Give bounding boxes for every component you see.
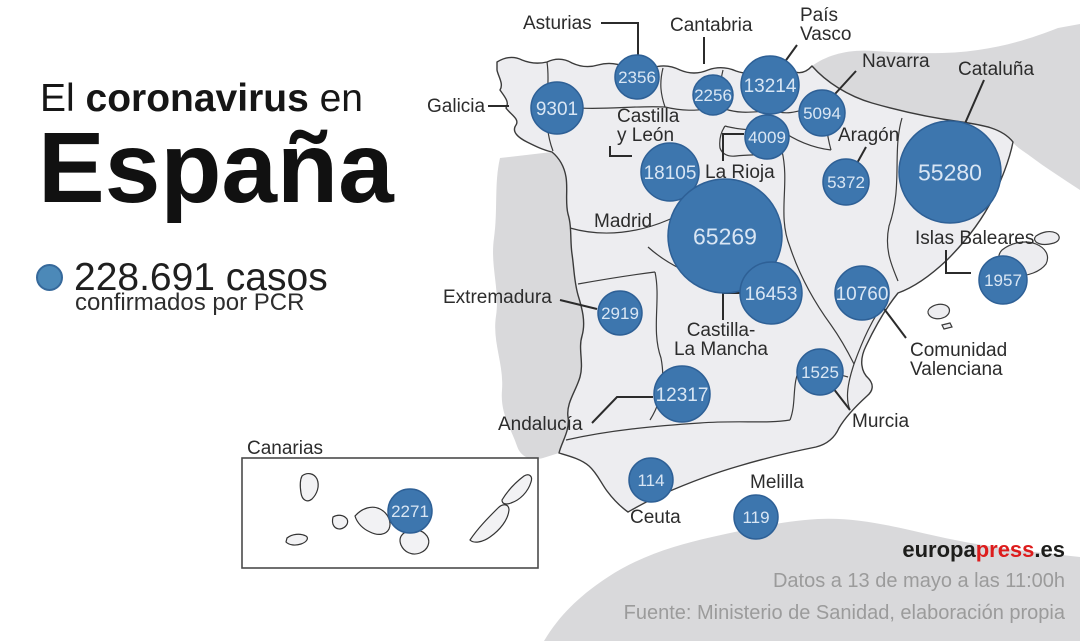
- bubble-value-islas-baleares: 1957: [984, 271, 1022, 290]
- bubble-ceuta: [628, 457, 674, 503]
- bubble-value-murcia: 1525: [801, 363, 839, 382]
- bubble-value-aragon: 5372: [827, 173, 865, 192]
- region-label-canarias: Canarias: [247, 438, 323, 459]
- bubble-value-ceuta: 114: [637, 471, 664, 490]
- bubble-value-cataluna: 55280: [918, 159, 982, 185]
- bubble-value-la-rioja: 4009: [748, 128, 786, 147]
- africa-shape: [544, 518, 1080, 641]
- title-bold: coronavirus: [85, 77, 309, 120]
- bubble-value-comunidad-valenciana: 10760: [836, 284, 889, 305]
- region-label-comunidad-valenciana: Valenciana: [910, 359, 1003, 380]
- page-title-line2: España: [38, 112, 394, 224]
- region-label-extremadura: Extremadura: [443, 287, 552, 308]
- region-label-castilla-la-mancha: La Mancha: [674, 339, 768, 360]
- bubble-castilla-y-leon: [640, 142, 700, 202]
- cases-dot-icon: [36, 264, 63, 291]
- brand-part-1: europa: [902, 537, 976, 562]
- region-label-navarra: Navarra: [862, 51, 930, 72]
- bubble-castilla-la-mancha: [739, 261, 803, 325]
- connector-murcia: [832, 387, 851, 411]
- region-label-galicia: Galicia: [427, 96, 486, 117]
- connector-asturias: [601, 22, 639, 55]
- connector-castilla-y-leon: [609, 146, 632, 157]
- legend: 228.691 casos: [36, 258, 328, 297]
- bubble-value-castilla-la-mancha: 16453: [745, 284, 798, 305]
- brand-part-3: .es: [1034, 537, 1065, 562]
- bubble-islas-baleares: [978, 255, 1028, 305]
- total-cases: 228.691 casos: [74, 256, 328, 299]
- title-regular1: El: [40, 77, 86, 120]
- canary-islands: [285, 473, 533, 555]
- connector-islas-baleares: [945, 250, 971, 274]
- bubble-galicia: [530, 81, 584, 135]
- bubble-cataluna: [898, 120, 1002, 224]
- bubble-asturias: [614, 54, 660, 100]
- region-label-comunidad-valenciana: Comunidad: [910, 340, 1007, 361]
- bubble-value-madrid: 65269: [693, 223, 757, 249]
- bubble-aragon: [822, 158, 870, 206]
- bubble-value-asturias: 2356: [618, 68, 656, 87]
- region-label-cantabria: Cantabria: [670, 15, 753, 36]
- bubble-navarra: [798, 89, 846, 137]
- region-label-ceuta: Ceuta: [630, 507, 681, 528]
- data-date-note: Datos a 13 de mayo a las 11:00h: [772, 570, 1065, 592]
- bubble-value-canarias: 2271: [391, 502, 429, 521]
- connector-pais-vasco: [783, 44, 798, 64]
- region-label-la-rioja: La Rioja: [705, 162, 775, 183]
- region-label-andalucia: Andalucía: [498, 414, 583, 435]
- bubble-value-melilla: 119: [742, 508, 769, 527]
- connector-andalucia: [591, 396, 653, 424]
- bubble-value-galicia: 9301: [536, 99, 578, 120]
- region-label-pais-vasco: País: [800, 5, 838, 26]
- region-label-castilla-la-mancha: Castilla-: [687, 320, 756, 341]
- bubble-madrid: [667, 178, 783, 294]
- bubble-value-castilla-y-leon: 18105: [644, 163, 697, 184]
- bubble-extremadura: [597, 290, 643, 336]
- region-label-melilla: Melilla: [750, 472, 804, 493]
- data-overlay: 9301 2356 2256 13214 5094 4009 18105 5372 55280 6…: [247, 5, 1034, 540]
- region-label-pais-vasco: Vasco: [800, 24, 851, 45]
- region-label-aragon: Aragón: [838, 125, 899, 146]
- region-label-murcia: Murcia: [852, 411, 909, 432]
- connector-navarra: [834, 70, 857, 95]
- source-note: Fuente: Ministerio de Sanidad, elaboraci…: [623, 602, 1065, 624]
- bubble-canarias: [387, 488, 433, 534]
- bubble-la-rioja: [744, 114, 790, 160]
- connector-la-rioja: [722, 133, 744, 161]
- bubble-value-extremadura: 2919: [601, 304, 639, 323]
- connector-comunidad-valenciana: [881, 305, 907, 339]
- region-label-castilla-y-leon: y León: [617, 125, 674, 146]
- bubble-value-navarra: 5094: [803, 104, 841, 123]
- europapress-logo: europapress.es: [902, 537, 1065, 563]
- bubble-andalucia: [653, 365, 711, 423]
- brand-part-2: press: [975, 537, 1035, 562]
- page-title-line1: El coronavirus en: [40, 79, 363, 118]
- region-label-asturias: Asturias: [523, 13, 592, 34]
- bubble-melilla: [733, 494, 779, 540]
- portugal-shape: [493, 152, 584, 460]
- bubble-value-cantabria: 2256: [694, 86, 732, 105]
- region-label-islas-baleares: Islas Baleares: [915, 228, 1034, 249]
- region-label-madrid: Madrid: [594, 211, 652, 232]
- bubble-value-pais-vasco: 13214: [744, 76, 797, 97]
- bubble-comunidad-valenciana: [834, 265, 890, 321]
- bubble-murcia: [796, 348, 844, 396]
- bubble-pais-vasco: [740, 55, 800, 115]
- connector-cataluna: [962, 79, 985, 129]
- total-cases-subtitle: confirmados por PCR: [75, 289, 305, 316]
- title-regular2: en: [308, 77, 363, 120]
- bubble-cantabria: [692, 74, 734, 116]
- france-shape: [812, 24, 1080, 190]
- region-label-castilla-y-leon: Castilla: [617, 106, 680, 127]
- region-label-cataluna: Cataluña: [958, 59, 1034, 80]
- connector-extremadura: [559, 299, 598, 310]
- bubble-value-andalucia: 12317: [656, 385, 709, 406]
